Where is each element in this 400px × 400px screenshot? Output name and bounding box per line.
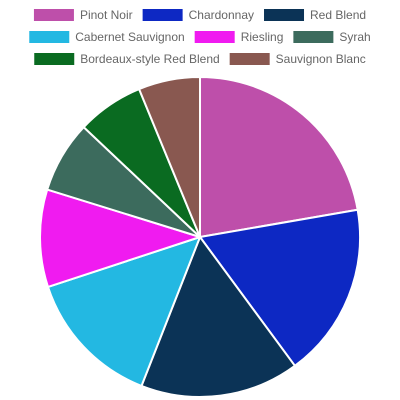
legend-label: Riesling	[241, 30, 284, 44]
legend-swatch	[29, 31, 70, 43]
legend-swatch	[293, 31, 334, 43]
legend-label: Chardonnay	[189, 8, 254, 22]
legend-label: Red Blend	[310, 8, 366, 22]
pie-slice-sauvignon-blanc[interactable]	[138, 76, 201, 238]
pie-slices	[39, 76, 361, 399]
legend-item-cabernet-sauvignon[interactable]: Cabernet Sauvignon	[29, 30, 185, 44]
legend-label: Syrah	[339, 30, 370, 44]
pie-slice-pinot-noir[interactable]	[199, 76, 359, 238]
pie-slice-chardonnay[interactable]	[199, 208, 361, 367]
pie-slice-cabernet-sauvignon[interactable]	[46, 236, 201, 387]
legend-swatch	[34, 53, 75, 65]
legend-item-bordeaux-style-red-blend[interactable]: Bordeaux-style Red Blend	[34, 52, 220, 66]
legend-item-sauvignon-blanc[interactable]: Sauvignon Blanc	[229, 52, 366, 66]
legend-item-pinot-noir[interactable]: Pinot Noir	[33, 8, 133, 22]
legend-item-syrah[interactable]: Syrah	[293, 30, 371, 44]
legend-item-riesling[interactable]: Riesling	[194, 30, 284, 44]
legend-swatch	[194, 31, 235, 43]
legend-item-red-blend[interactable]: Red Blend	[264, 8, 366, 22]
legend-label: Pinot Noir	[80, 8, 133, 22]
legend-item-chardonnay[interactable]: Chardonnay	[142, 8, 254, 22]
legend-swatch	[264, 9, 305, 21]
legend-swatch	[229, 53, 270, 65]
pie-slice-red-blend[interactable]	[140, 236, 296, 399]
chart-legend: Pinot Noir Chardonnay Red Blend Cabernet Sa…	[29, 8, 371, 66]
legend-label: Cabernet Sauvignon	[75, 30, 184, 44]
legend-label: Sauvignon Blanc	[276, 52, 366, 66]
legend-swatch	[142, 9, 183, 21]
legend-swatch	[33, 9, 74, 21]
pie-slice-riesling[interactable]	[39, 188, 201, 288]
legend-label: Bordeaux-style Red Blend	[80, 52, 219, 66]
